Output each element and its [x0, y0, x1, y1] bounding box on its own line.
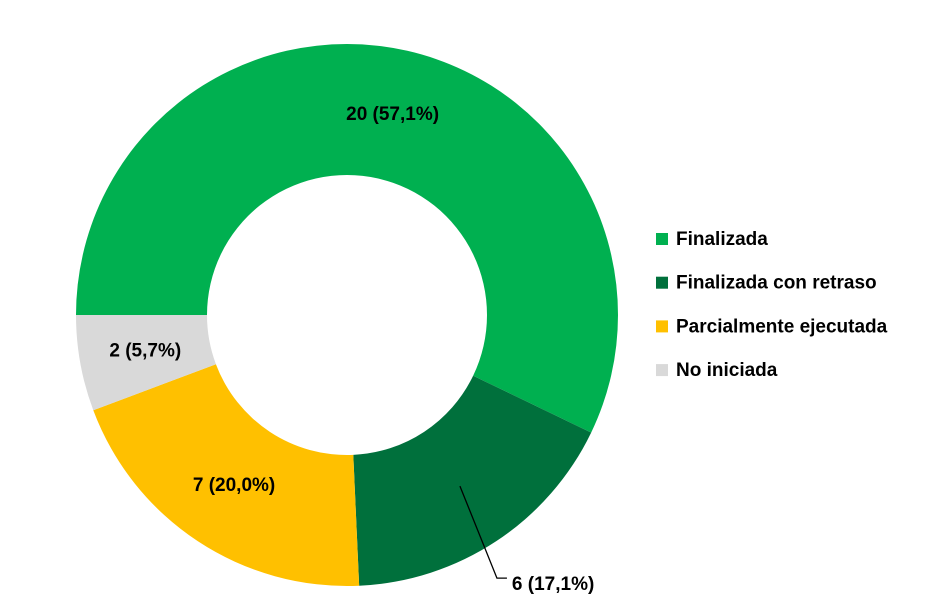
data-label: 2 (5,7%)	[109, 341, 181, 362]
legend-swatch	[656, 233, 668, 245]
data-label: 6 (17,1%)	[512, 574, 594, 595]
legend-label: Finalizada con retraso	[676, 273, 877, 294]
donut-slice	[93, 364, 360, 586]
donut-slice	[353, 375, 592, 586]
data-label: 7 (20,0%)	[193, 475, 275, 496]
legend-label: Finalizada	[676, 229, 768, 250]
legend-swatch	[656, 276, 668, 289]
donut-slice	[76, 43, 619, 433]
data-label: 20 (57,1%)	[346, 104, 439, 125]
legend-label: No iniciada	[676, 360, 778, 381]
legend-label: Parcialmente ejecutada	[676, 316, 888, 337]
donut-slice	[76, 315, 216, 411]
legend-swatch	[656, 364, 668, 377]
leader-line	[459, 485, 507, 579]
legend-swatch	[656, 320, 668, 333]
